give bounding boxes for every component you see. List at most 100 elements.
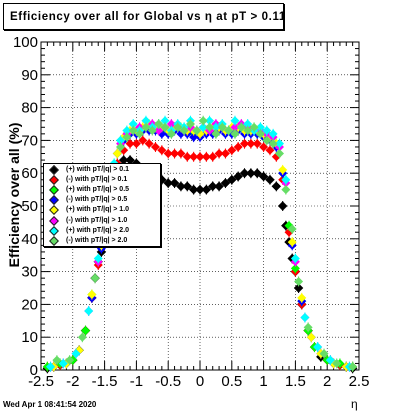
x-tick-label: -2: [66, 373, 79, 390]
data-point: [125, 139, 135, 149]
data-point: [258, 171, 269, 182]
y-tick-label: 100: [13, 34, 38, 51]
data-point: [176, 149, 186, 159]
data-point: [198, 116, 208, 126]
x-tick-label: 0.5: [221, 373, 242, 390]
data-point: [325, 355, 335, 365]
y-axis-label: Efficiency over all (%): [6, 122, 22, 268]
data-point: [166, 129, 176, 139]
data-point: [230, 129, 240, 139]
y-tick-label: 80: [21, 100, 38, 117]
data-point: [116, 142, 125, 152]
data-point: [207, 181, 218, 192]
data-point: [214, 181, 224, 192]
data-point: [205, 122, 215, 132]
data-point: [290, 253, 300, 263]
legend-marker: [49, 225, 59, 236]
legend-label: (+) with pT/|q| > 1.0: [66, 206, 130, 214]
data-point: [122, 126, 132, 136]
x-tick-label: -1: [130, 373, 143, 390]
legend-entry: (-) with pT/|q| > 1.0: [44, 215, 160, 226]
data-point: [230, 116, 240, 126]
data-point: [281, 175, 291, 185]
data-point: [268, 129, 278, 139]
y-tick-label: 60: [21, 165, 38, 182]
data-point: [160, 122, 170, 132]
x-tick-label: 1: [259, 373, 267, 390]
data-point: [58, 358, 68, 368]
data-point: [226, 174, 237, 185]
legend-marker: [49, 235, 59, 246]
data-point: [259, 142, 269, 152]
data-point: [77, 332, 87, 342]
data-point: [300, 313, 310, 323]
data-point: [233, 171, 244, 182]
data-point: [313, 342, 323, 352]
legend-label: (-) with pT/|q| > 1.0: [66, 216, 128, 224]
data-point: [195, 152, 205, 162]
data-point: [128, 126, 138, 136]
data-point: [52, 355, 62, 365]
data-point: [131, 139, 141, 149]
x-tick-label: -2.5: [28, 373, 54, 390]
x-axis-label: η: [351, 397, 358, 411]
data-point: [160, 116, 170, 126]
legend-entry: (+) with pT/|q| > 2.0: [44, 225, 160, 236]
x-tick-label: 2.5: [349, 373, 370, 390]
data-point: [173, 122, 183, 132]
legend-entry: (-) with pT/|q| > 0.1: [44, 175, 160, 186]
data-point: [243, 126, 253, 136]
data-point: [290, 263, 300, 273]
data-point: [154, 119, 164, 129]
data-point: [262, 135, 272, 145]
x-tick-label: -0.5: [155, 373, 181, 390]
data-point: [287, 224, 297, 234]
data-point: [246, 139, 256, 149]
legend-entry: (+) with pT/|q| > 0.1: [44, 165, 160, 175]
data-point: [205, 116, 215, 126]
data-point: [265, 174, 275, 185]
data-point: [243, 119, 253, 129]
data-point: [211, 129, 221, 139]
data-point: [227, 145, 237, 155]
axis-ticks: [40, 41, 360, 371]
data-point: [71, 349, 81, 359]
legend-entry: (+) with pT/|q| > 1.0: [44, 205, 160, 216]
legend-entry: (+) with pT/|q| > 0.5: [44, 185, 160, 196]
data-point: [112, 149, 122, 159]
data-point: [262, 126, 272, 136]
legend-marker: [49, 195, 59, 206]
data-point: [348, 362, 358, 372]
data-point: [211, 122, 221, 132]
data-point: [278, 165, 288, 175]
data-point: [128, 119, 138, 129]
x-tick-label: 1.5: [285, 373, 306, 390]
data-point: [224, 126, 234, 136]
data-point: [246, 168, 256, 179]
data-point: [220, 149, 230, 159]
data-point: [236, 122, 246, 132]
data-points: [42, 115, 358, 374]
legend-marker: [49, 205, 59, 216]
data-point: [141, 122, 151, 132]
y-tick-label: 0: [30, 362, 38, 379]
data-point: [179, 126, 189, 136]
data-point: [201, 184, 212, 195]
data-point: [135, 129, 145, 139]
data-point: [93, 253, 103, 263]
data-point: [287, 237, 297, 247]
data-point: [332, 358, 342, 368]
legend-label: (-) with pT/|q| > 2.0: [66, 236, 128, 244]
y-tick-label: 30: [21, 264, 38, 281]
legend-label: (-) with pT/|q| > 0.1: [66, 176, 128, 184]
data-point: [201, 152, 211, 162]
data-point: [84, 306, 94, 316]
chart-title: Efficiency over all for Global vs η at p…: [3, 3, 285, 30]
data-point: [176, 181, 186, 192]
data-point: [281, 185, 291, 195]
data-point: [189, 132, 199, 142]
y-tick-label: 90: [21, 67, 38, 84]
data-point: [87, 290, 97, 300]
data-point: [293, 283, 304, 293]
